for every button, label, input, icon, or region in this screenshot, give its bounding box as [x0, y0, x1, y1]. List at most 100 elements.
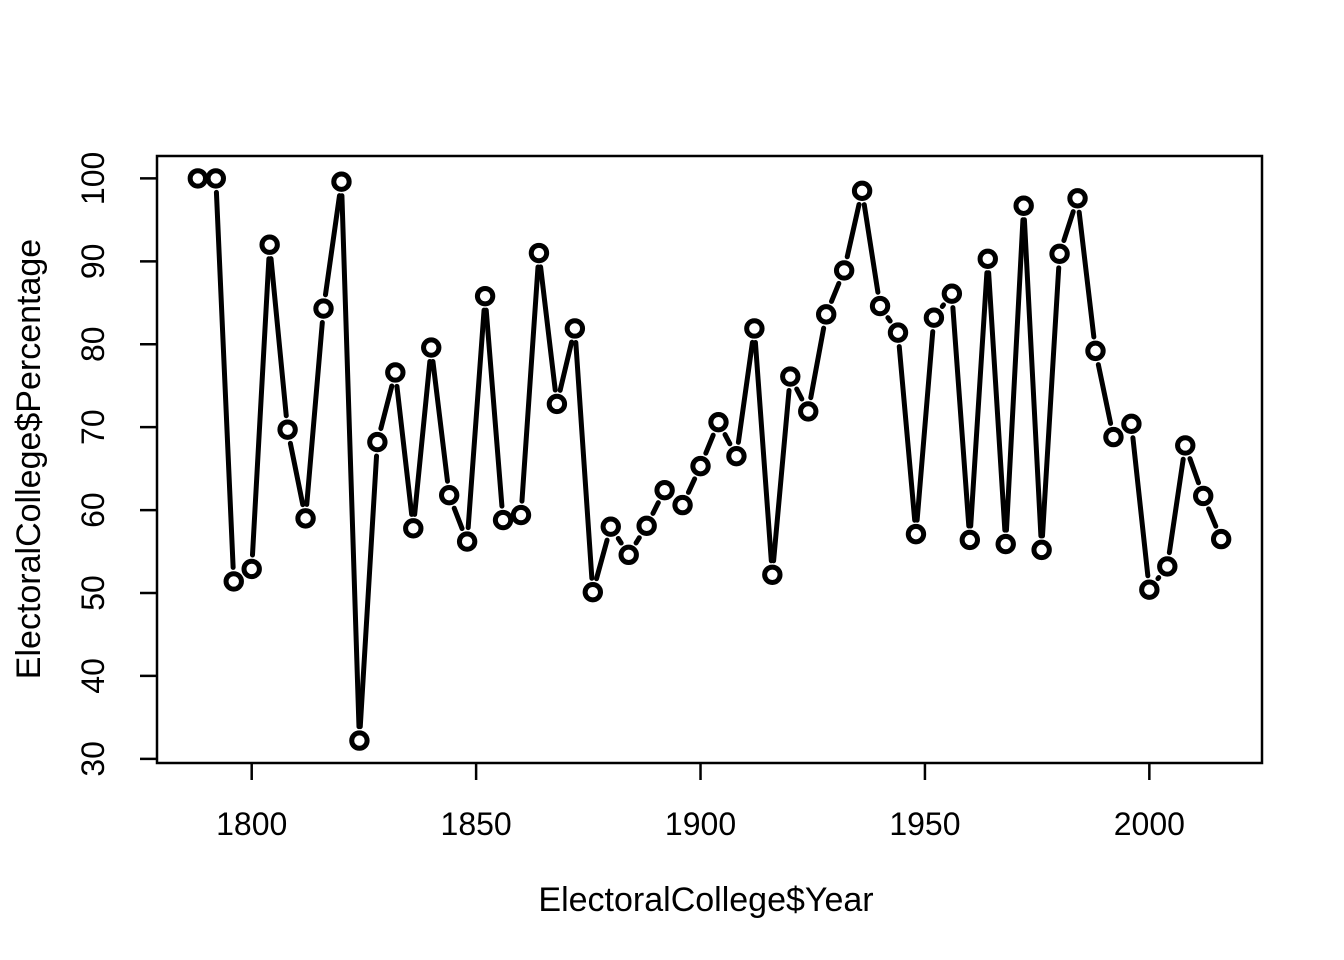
data-point	[205, 168, 226, 189]
line-segment	[573, 339, 595, 581]
data-point	[654, 479, 675, 501]
data-point	[385, 362, 406, 383]
data-point	[510, 504, 532, 526]
y-tick-label: 70	[75, 409, 111, 445]
y-axis-title: ElectoralCollege$Percentage	[10, 239, 48, 679]
data-point	[313, 298, 334, 319]
data-point	[708, 411, 729, 433]
line-segment	[594, 537, 610, 582]
data-point	[1157, 556, 1178, 577]
data-point	[474, 285, 496, 307]
data-point	[1210, 528, 1232, 550]
y-tick-label: 50	[75, 575, 111, 611]
data-point	[259, 234, 280, 255]
data-point	[295, 508, 316, 529]
line-segment	[378, 383, 395, 432]
line-segment	[339, 193, 362, 730]
y-axis: 30 40 50 60 70 80 90 100	[75, 152, 157, 777]
line-segment	[465, 307, 487, 531]
y-tick-label: 100	[75, 152, 111, 205]
line-segment	[685, 476, 698, 495]
x-tick-label: 1800	[216, 806, 287, 842]
data-point	[403, 518, 424, 539]
data-point	[672, 494, 693, 516]
data-point	[1013, 195, 1034, 216]
data-point	[546, 393, 568, 415]
data-point	[941, 283, 963, 304]
data-point	[1139, 579, 1160, 600]
line-segment	[1061, 209, 1076, 244]
line-segment	[650, 500, 661, 516]
line-segment	[1039, 265, 1062, 539]
line-segment	[950, 305, 972, 529]
line-segment	[896, 344, 918, 523]
line-segment	[828, 280, 842, 304]
line-segment	[914, 329, 936, 523]
line-segment	[808, 325, 827, 401]
data-point	[744, 318, 765, 339]
line-segment	[249, 256, 272, 558]
y-tick-label: 90	[75, 244, 111, 280]
line-segment	[1095, 362, 1114, 426]
data-point	[223, 571, 244, 592]
data-point	[582, 581, 604, 603]
data-point	[241, 558, 262, 580]
line-segment	[268, 256, 289, 419]
data-point	[869, 295, 891, 317]
x-tick-label: 1850	[441, 806, 512, 842]
line-segment	[771, 388, 792, 564]
data-point	[277, 419, 298, 440]
line-segment	[703, 432, 716, 456]
x-tick-label: 1950	[889, 806, 960, 842]
data-point	[1031, 539, 1052, 561]
data-point	[959, 529, 981, 551]
line-segment	[357, 453, 380, 730]
data-series	[187, 168, 1232, 751]
y-tick-label: 40	[75, 658, 111, 694]
data-point	[528, 242, 550, 264]
data-point	[600, 516, 621, 537]
line-segment	[1130, 435, 1151, 579]
data-point	[187, 168, 209, 189]
line-segment	[939, 302, 946, 309]
x-axis-title: ElectoralCollege$Year	[538, 881, 873, 919]
data-point	[995, 533, 1016, 555]
data-point	[636, 515, 657, 537]
line-segment	[752, 339, 774, 564]
data-point	[618, 544, 639, 566]
line-segment	[1003, 217, 1026, 533]
line-segment	[451, 505, 465, 532]
plot-box	[155, 154, 1264, 765]
line-segment	[1155, 575, 1162, 582]
plot-border	[155, 154, 1264, 765]
data-point	[1049, 243, 1070, 265]
line-segment	[844, 201, 862, 260]
line-segment	[885, 315, 893, 324]
y-tick-label: 30	[75, 741, 111, 777]
data-point	[887, 322, 909, 343]
data-point	[798, 401, 819, 422]
y-tick-label: 80	[75, 326, 111, 362]
data-point	[977, 248, 998, 270]
data-point	[1121, 413, 1142, 435]
line-segment	[633, 535, 642, 546]
data-point	[833, 260, 855, 281]
x-tick-label: 2000	[1114, 806, 1185, 842]
data-point	[851, 180, 873, 202]
data-point	[1193, 485, 1214, 507]
y-tick-label: 60	[75, 492, 111, 528]
line-segment	[722, 432, 733, 447]
line-segment	[1166, 456, 1186, 556]
line-segment	[412, 358, 433, 517]
line-segment	[213, 189, 236, 570]
line-segment	[1076, 209, 1097, 340]
data-point	[331, 171, 352, 192]
data-point	[349, 730, 370, 751]
data-point	[1085, 340, 1106, 362]
line-segment	[483, 307, 505, 509]
line-segment	[557, 339, 575, 393]
data-point	[421, 337, 442, 358]
data-point	[905, 523, 927, 545]
